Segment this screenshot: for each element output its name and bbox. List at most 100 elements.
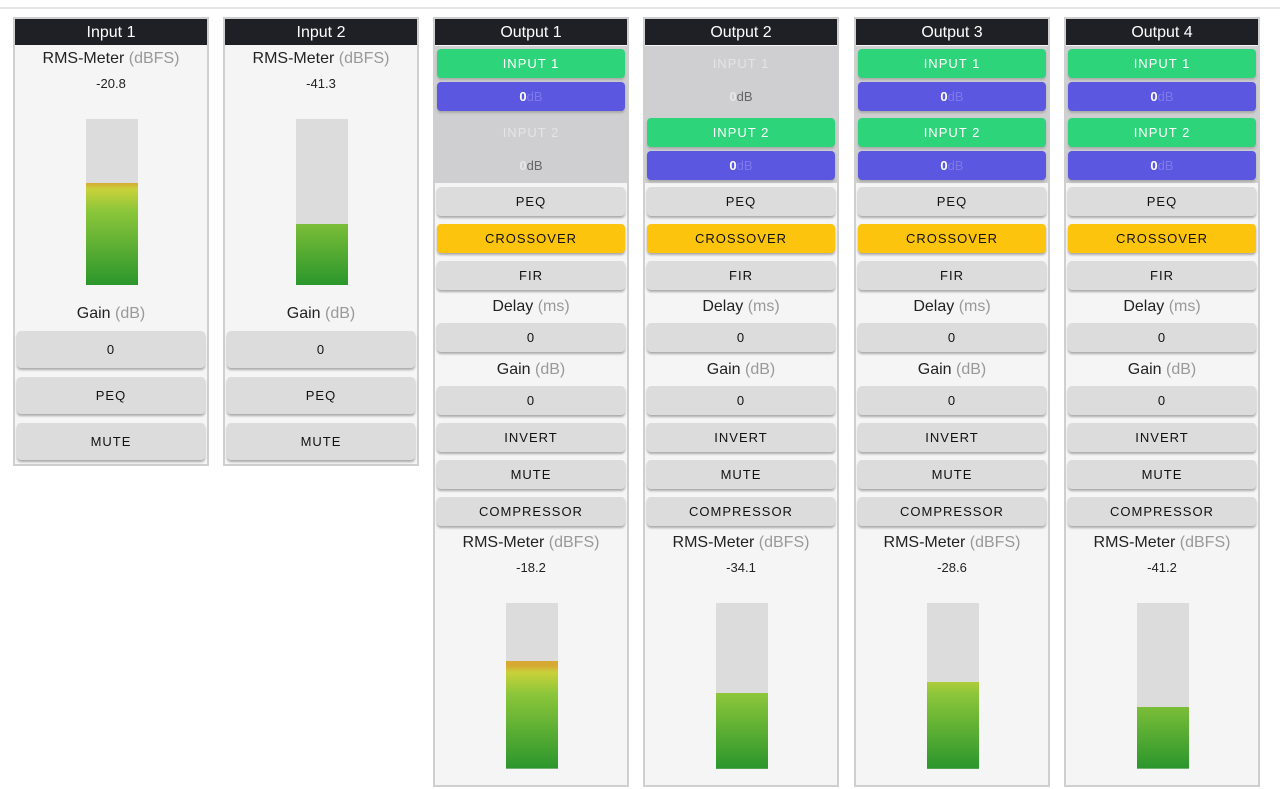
route-source[interactable]: INPUT 2 xyxy=(1068,118,1256,147)
unit-text: (dB) xyxy=(535,361,566,378)
route-gain[interactable]: 0dB xyxy=(1068,82,1256,111)
meter-fill xyxy=(927,682,979,769)
input-channel: Input 1 RMS-Meter (dBFS) -20.8 Gain (dB) 0 PE… xyxy=(13,17,209,466)
field-label: Gain (dB) xyxy=(645,361,837,379)
field-label: RMS-Meter (dBFS) xyxy=(645,534,837,552)
meter-value: -20.8 xyxy=(96,76,126,91)
channel-button[interactable]: INVERT xyxy=(647,423,835,452)
channel-title: Output 4 xyxy=(1066,19,1258,45)
route-source[interactable]: INPUT 2 xyxy=(858,118,1046,147)
route-source[interactable]: INPUT 1 xyxy=(437,49,625,78)
channel-button[interactable]: MUTE xyxy=(227,423,415,460)
delay-input[interactable]: 0 xyxy=(1068,323,1256,352)
channel-button[interactable]: MUTE xyxy=(858,460,1046,489)
channel-button[interactable]: MUTE xyxy=(437,460,625,489)
route-gain[interactable]: 0dB xyxy=(437,151,625,180)
channel-button[interactable]: PEQ xyxy=(17,377,205,414)
channel-button[interactable]: MUTE xyxy=(1068,460,1256,489)
channel-button[interactable]: MUTE xyxy=(647,460,835,489)
gain-input[interactable]: 0 xyxy=(858,386,1046,415)
channel-button[interactable]: INVERT xyxy=(1068,423,1256,452)
route-source[interactable]: INPUT 1 xyxy=(712,56,770,71)
field-label: RMS-Meter (dBFS) xyxy=(15,50,207,68)
unit-text: (dBFS) xyxy=(758,534,810,551)
channel-button[interactable]: FIR xyxy=(858,261,1046,290)
channel-button[interactable]: PEQ xyxy=(1068,187,1256,216)
route-source[interactable]: INPUT 1 xyxy=(858,49,1046,78)
rms-meter xyxy=(1137,603,1189,769)
channel-button[interactable]: FIR xyxy=(647,261,835,290)
unit-text: (dB) xyxy=(745,361,776,378)
meter-fill xyxy=(86,182,138,285)
meter-fill xyxy=(1137,707,1189,769)
channel-button[interactable]: COMPRESSOR xyxy=(437,497,625,526)
unit-text: (ms) xyxy=(537,298,570,315)
meter-value: -41.2 xyxy=(1147,560,1177,575)
route-gain[interactable]: 0dB xyxy=(437,82,625,111)
field-label: RMS-Meter (dBFS) xyxy=(856,534,1048,552)
channel-button[interactable]: INVERT xyxy=(437,423,625,452)
channel-button[interactable]: INVERT xyxy=(858,423,1046,452)
channel-button[interactable]: PEQ xyxy=(437,187,625,216)
channel-button[interactable]: COMPRESSOR xyxy=(1068,497,1256,526)
unit-text: (dBFS) xyxy=(338,50,390,67)
field-label: Delay (ms) xyxy=(1066,298,1258,316)
meter-fill xyxy=(716,693,768,769)
route-gain-value: 0 xyxy=(729,158,737,173)
top-divider xyxy=(0,7,1280,9)
label-text: Gain xyxy=(286,305,321,322)
route-gain[interactable]: 0dB xyxy=(858,151,1046,180)
gain-input[interactable]: 0 xyxy=(1068,386,1256,415)
channel-button[interactable]: CROSSOVER xyxy=(858,224,1046,253)
unit-text: (dB) xyxy=(1166,361,1197,378)
channel-button[interactable]: FIR xyxy=(437,261,625,290)
channel-button[interactable]: CROSSOVER xyxy=(437,224,625,253)
channel-button[interactable]: CROSSOVER xyxy=(1068,224,1256,253)
gain-input[interactable]: 0 xyxy=(227,331,415,368)
unit-text: (dBFS) xyxy=(969,534,1021,551)
route-gain[interactable]: 0dB xyxy=(647,82,835,111)
channel-button[interactable]: PEQ xyxy=(227,377,415,414)
label-text: RMS-Meter xyxy=(42,50,125,67)
route-gain[interactable]: 0dB xyxy=(647,151,835,180)
field-label: Gain (dB) xyxy=(15,305,207,323)
route-source[interactable]: INPUT 2 xyxy=(647,118,835,147)
label-text: Delay xyxy=(913,298,955,315)
route-gain[interactable]: 0dB xyxy=(1068,151,1256,180)
channel-button[interactable]: CROSSOVER xyxy=(647,224,835,253)
channel-button[interactable]: COMPRESSOR xyxy=(858,497,1046,526)
gain-input[interactable]: 0 xyxy=(17,331,205,368)
delay-input[interactable]: 0 xyxy=(647,323,835,352)
route-source[interactable]: INPUT 2 xyxy=(502,125,560,140)
rms-meter xyxy=(296,119,348,285)
route-gain-unit: dB xyxy=(736,89,753,104)
channel-button[interactable]: PEQ xyxy=(858,187,1046,216)
label-text: RMS-Meter xyxy=(1093,534,1176,551)
channel-button[interactable]: COMPRESSOR xyxy=(647,497,835,526)
meter-fill xyxy=(506,661,558,769)
field-label: RMS-Meter (dBFS) xyxy=(435,534,627,552)
field-label: Gain (dB) xyxy=(856,361,1048,379)
route-source[interactable]: INPUT 1 xyxy=(1068,49,1256,78)
unit-text: (dBFS) xyxy=(1179,534,1231,551)
rms-meter xyxy=(86,119,138,285)
label-text: Delay xyxy=(1123,298,1165,315)
channel-button[interactable]: PEQ xyxy=(647,187,835,216)
delay-input[interactable]: 0 xyxy=(858,323,1046,352)
channel-button[interactable]: FIR xyxy=(1068,261,1256,290)
field-label: Delay (ms) xyxy=(856,298,1048,316)
channel-button[interactable]: MUTE xyxy=(17,423,205,460)
field-label: RMS-Meter (dBFS) xyxy=(225,50,417,68)
delay-input[interactable]: 0 xyxy=(437,323,625,352)
unit-text: (dB) xyxy=(956,361,987,378)
unit-text: (dBFS) xyxy=(548,534,600,551)
route-gain[interactable]: 0dB xyxy=(858,82,1046,111)
channel-title: Input 2 xyxy=(225,19,417,45)
gain-input[interactable]: 0 xyxy=(647,386,835,415)
channel-title: Output 2 xyxy=(645,19,837,45)
route-gain-unit: dB xyxy=(947,89,964,104)
field-label: RMS-Meter (dBFS) xyxy=(1066,534,1258,552)
meter-value: -41.3 xyxy=(306,76,336,91)
gain-input[interactable]: 0 xyxy=(437,386,625,415)
